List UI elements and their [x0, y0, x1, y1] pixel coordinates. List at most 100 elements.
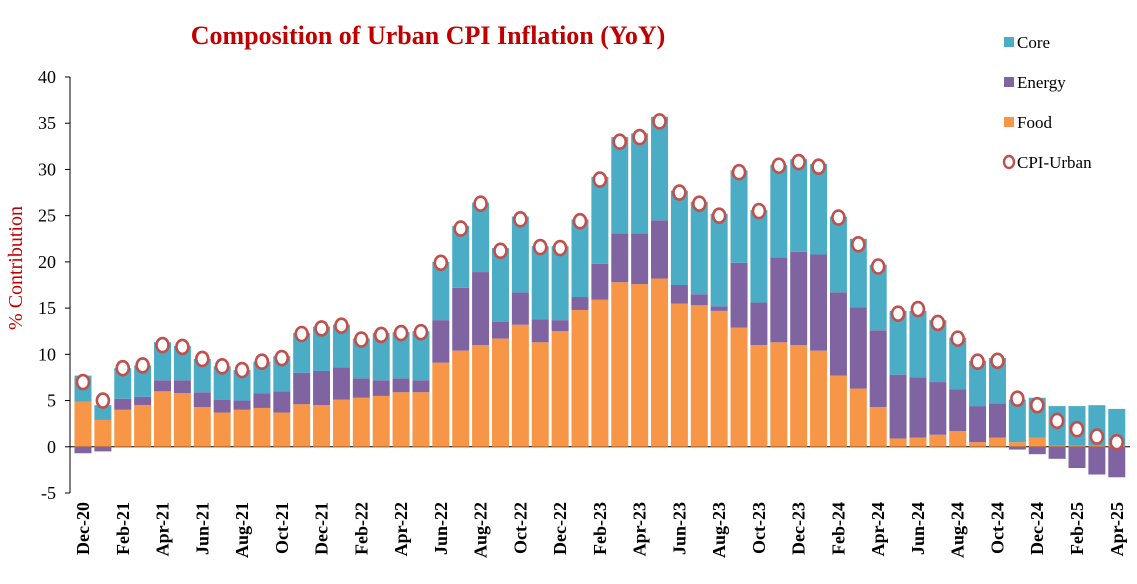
cpi-urban-point-jan-21 — [95, 392, 111, 409]
bar-core-jan-24 — [810, 163, 828, 255]
cpi-urban-point-dec-20 — [75, 373, 91, 391]
bar-core-feb-21 — [114, 368, 132, 399]
bar-core-jan-23 — [571, 219, 589, 298]
bar-food-mar-21 — [134, 405, 152, 447]
bar-energy-aug-24 — [949, 389, 967, 432]
bar-energy-oct-24 — [988, 403, 1006, 438]
bar-core-nov-21 — [293, 333, 311, 373]
bar-energy-jul-23 — [690, 294, 708, 306]
cpi-urban-point-feb-22 — [354, 331, 369, 348]
bar-food-nov-23 — [770, 342, 788, 447]
bar-core-jan-22 — [332, 324, 350, 368]
bar-core-feb-23 — [591, 176, 609, 264]
bar-core-jun-24 — [909, 310, 927, 378]
bar-energy-mar-22 — [372, 380, 390, 396]
x-tick-label: Feb-22 — [351, 502, 371, 555]
cpi-urban-point-aug-22 — [473, 195, 488, 212]
bar-food-oct-21 — [273, 412, 291, 447]
legend: Core Energy Food CPI-Urban — [1002, 33, 1092, 172]
cpi-urban-point-jun-21 — [194, 350, 210, 368]
cpi-urban-point-apr-24 — [870, 258, 886, 275]
bar-energy-aug-23 — [710, 306, 728, 311]
cpi-urban-point-feb-23 — [592, 171, 608, 188]
bar-food-jul-21 — [213, 412, 231, 447]
bar-food-mar-24 — [849, 388, 867, 447]
bar-food-oct-22 — [511, 324, 529, 447]
bar-core-nov-23 — [770, 164, 788, 258]
cpi-urban-point-mar-23 — [612, 133, 628, 151]
bar-energy-jun-21 — [193, 392, 211, 408]
bar-core-jul-21 — [213, 366, 231, 400]
bar-food-jun-23 — [670, 303, 688, 447]
cpi-urban-point-jun-24 — [910, 300, 926, 318]
bar-food-jan-23 — [571, 309, 589, 447]
bar-core-mar-23 — [611, 137, 629, 234]
bar-food-dec-22 — [551, 331, 569, 447]
cpi-urban-point-feb-21 — [115, 359, 131, 377]
bar-core-sep-23 — [730, 170, 748, 263]
bar-food-mar-23 — [611, 282, 629, 447]
y-tick-label: 20 — [38, 252, 56, 272]
bar-food-apr-21 — [154, 391, 172, 447]
bar-food-may-24 — [889, 438, 907, 447]
bar-core-nov-22 — [531, 246, 549, 320]
bar-food-nov-24 — [1008, 442, 1026, 447]
bar-core-jul-24 — [929, 320, 947, 383]
bar-core-jun-22 — [432, 261, 450, 321]
bar-food-feb-24 — [829, 375, 847, 447]
x-tick-label: Apr-24 — [868, 502, 888, 556]
x-tick-label: Jun-23 — [669, 502, 689, 555]
cpi-urban-point-dec-21 — [314, 320, 329, 337]
cpi-urban-point-dec-23 — [791, 153, 806, 171]
bar-food-dec-20 — [74, 401, 92, 447]
x-tick-label: Jun-24 — [908, 502, 928, 555]
bar-core-dec-23 — [790, 159, 808, 252]
bar-energy-dec-24 — [1028, 446, 1046, 455]
legend-swatch-energy — [1004, 77, 1014, 87]
bar-core-may-21 — [173, 346, 191, 381]
cpi-urban-point-oct-24 — [990, 352, 1005, 370]
cpi-urban-point-may-23 — [652, 113, 667, 130]
bar-energy-may-22 — [412, 380, 430, 393]
bars — [74, 116, 1126, 478]
bar-food-jan-22 — [332, 399, 350, 447]
cpi-urban-point-jul-24 — [930, 314, 946, 332]
bar-energy-may-21 — [173, 380, 191, 394]
x-tick-label: Oct-21 — [272, 502, 292, 554]
cpi-urban-point-mar-24 — [851, 236, 866, 253]
cpi-urban-point-apr-22 — [393, 324, 409, 342]
x-tick-label: Jun-22 — [431, 502, 451, 555]
bar-core-sep-22 — [491, 248, 509, 322]
bar-food-may-21 — [173, 393, 191, 447]
bar-energy-jan-21 — [94, 446, 112, 452]
bar-energy-dec-22 — [551, 320, 569, 332]
bar-energy-jun-23 — [670, 285, 688, 304]
bar-food-may-23 — [651, 278, 669, 447]
x-tick-label: Dec-24 — [1027, 502, 1047, 555]
cpi-urban-point-aug-23 — [711, 207, 727, 224]
y-tick-label: 35 — [38, 113, 56, 133]
x-tick-label: Feb-23 — [590, 502, 610, 555]
legend-swatch-food — [1004, 117, 1014, 127]
x-tick-label: Feb-24 — [828, 502, 848, 555]
bar-food-jun-21 — [193, 407, 211, 447]
bar-energy-apr-21 — [154, 380, 172, 392]
chart-title: Composition of Urban CPI Inflation (YoY) — [191, 21, 666, 50]
bar-energy-mar-24 — [849, 307, 867, 389]
x-tick-label: Jun-21 — [192, 502, 212, 555]
bar-energy-oct-22 — [511, 292, 529, 325]
bar-food-mar-25 — [1088, 445, 1106, 447]
y-axis-label: % Contribution — [5, 206, 27, 330]
cpi-urban-point-jun-23 — [672, 184, 687, 201]
cpi-urban-point-jul-23 — [691, 195, 707, 212]
bar-food-apr-22 — [392, 392, 410, 447]
legend-swatch-core — [1004, 37, 1014, 47]
cpi-urban-point-may-21 — [175, 338, 190, 356]
cpi-urban-point-jun-22 — [433, 254, 449, 272]
bar-food-aug-23 — [710, 310, 728, 447]
bar-energy-jul-24 — [929, 382, 947, 435]
bar-energy-jul-22 — [452, 287, 470, 351]
cpi-urban-point-mar-22 — [373, 326, 389, 344]
x-tick-label: Dec-22 — [550, 502, 570, 555]
